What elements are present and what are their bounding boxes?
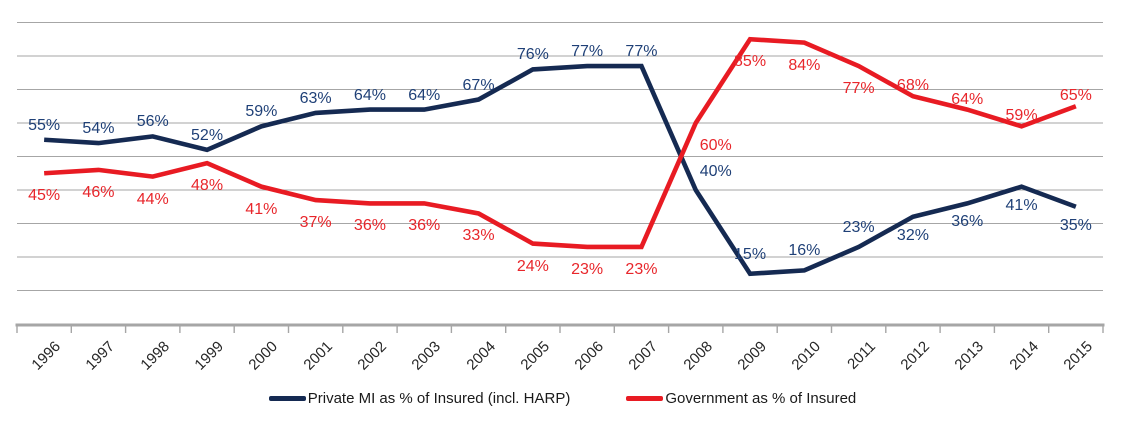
legend-line-swatch-private-mi	[268, 396, 306, 401]
value-label: 24%	[516, 257, 549, 275]
value-label: 68%	[896, 77, 929, 95]
value-label: 59%	[1005, 107, 1038, 125]
value-label: 48%	[191, 177, 224, 195]
value-label: 77%	[625, 43, 658, 61]
value-label: 23%	[842, 218, 875, 236]
value-label: 32%	[896, 226, 929, 244]
value-label: 23%	[625, 260, 658, 278]
legend-label-private-mi: Private MI as % of Insured (incl. HARP)	[307, 390, 571, 407]
legend-item-private-mi: Private MI as % of Insured (incl. HARP)	[268, 390, 571, 407]
value-label: 37%	[299, 214, 332, 232]
value-label: 64%	[951, 90, 984, 108]
value-label: 36%	[353, 217, 386, 235]
legend: Private MI as % of Insured (incl. HARP) …	[0, 390, 1125, 407]
value-label: 16%	[788, 242, 821, 260]
value-label: 44%	[136, 190, 169, 208]
value-label: 54%	[82, 120, 115, 138]
value-label: 63%	[299, 89, 332, 107]
value-label: 60%	[699, 137, 732, 154]
value-label: 15%	[734, 245, 767, 263]
value-label: 35%	[1059, 216, 1092, 234]
value-label: 85%	[734, 53, 767, 71]
value-label: 76%	[516, 46, 549, 64]
value-label: 33%	[462, 227, 495, 245]
legend-label-government: Government as % of Insured	[665, 390, 857, 407]
value-label: 56%	[136, 113, 169, 131]
value-label: 64%	[408, 86, 441, 104]
series-line-private-mi	[44, 63, 1077, 277]
value-label: 77%	[571, 43, 604, 61]
value-label: 45%	[28, 187, 61, 205]
value-label: 59%	[245, 103, 278, 121]
series-line-government	[44, 36, 1077, 250]
value-label: 23%	[571, 260, 604, 278]
value-label: 64%	[353, 86, 386, 104]
value-label: 46%	[82, 183, 115, 201]
value-label: 67%	[462, 76, 495, 94]
value-label: 41%	[1005, 196, 1038, 214]
value-label: 40%	[699, 163, 732, 180]
value-label: 41%	[245, 200, 278, 218]
legend-item-government: Government as % of Insured	[626, 390, 856, 407]
value-label: 36%	[408, 217, 441, 235]
value-label: 65%	[1059, 87, 1092, 105]
value-label: 55%	[28, 116, 61, 134]
value-label: 84%	[788, 56, 821, 74]
value-label: 52%	[191, 126, 224, 144]
value-label: 77%	[842, 80, 875, 98]
legend-line-swatch-government	[626, 396, 664, 401]
value-label: 36%	[951, 213, 984, 231]
